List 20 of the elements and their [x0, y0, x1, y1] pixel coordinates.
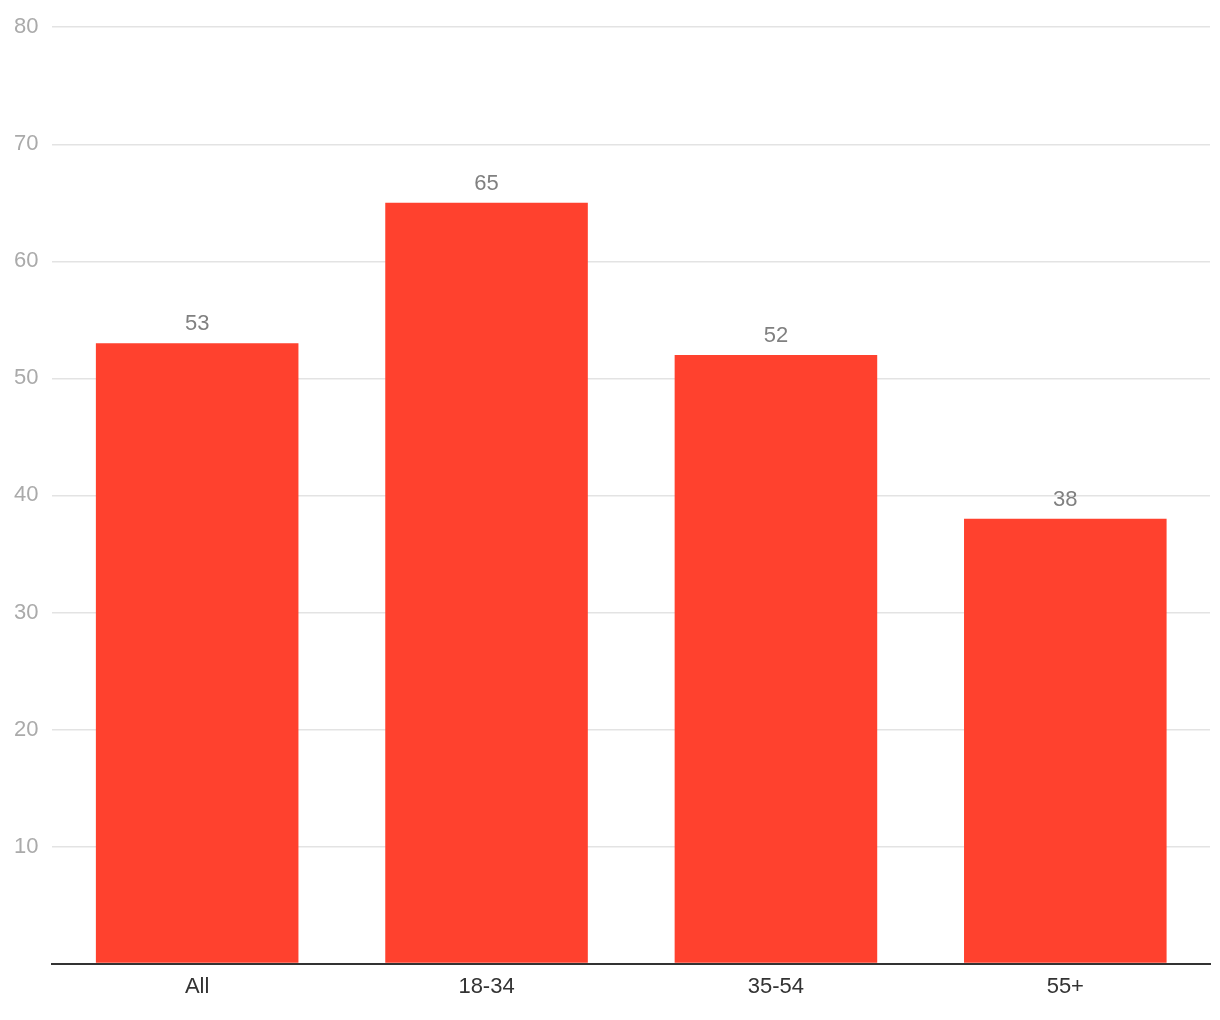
y-tick-label: 80: [13, 13, 39, 39]
data-label: 38: [1053, 485, 1078, 511]
x-tick-label: 35-54: [747, 972, 805, 998]
y-tick-label: 20: [13, 715, 39, 741]
bar: [385, 202, 588, 963]
x-tick-label: All: [184, 972, 210, 998]
y-tick-label: 40: [13, 481, 39, 507]
data-label: 65: [474, 169, 499, 195]
y-tick-label: 70: [13, 130, 39, 156]
bar: [674, 354, 878, 963]
y-tick-label: 10: [13, 832, 39, 858]
bar: [964, 518, 1167, 963]
data-label: 53: [184, 310, 210, 336]
y-tick-label: 30: [13, 598, 39, 624]
x-tick-label: 55+: [1046, 972, 1084, 998]
x-tick-label: 18-34: [458, 972, 515, 998]
y-tick-label: 50: [13, 364, 39, 390]
bar: [95, 343, 299, 963]
y-tick-label: 60: [13, 247, 39, 273]
data-label: 52: [763, 322, 789, 347]
